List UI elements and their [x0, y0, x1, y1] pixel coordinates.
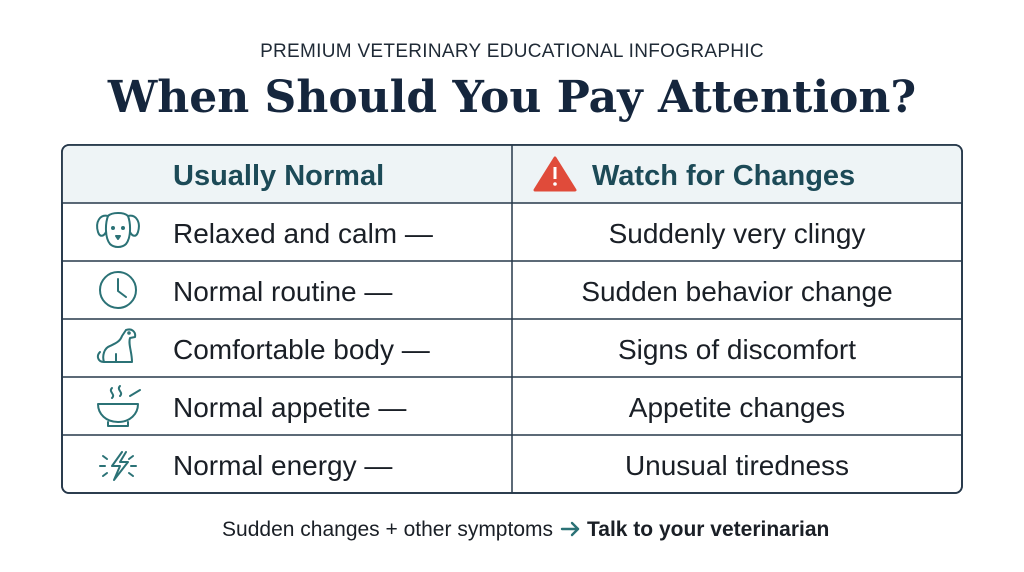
- footer-action: Talk to your veterinarian: [587, 518, 829, 541]
- change-cell: Sudden behavior change: [581, 276, 892, 307]
- change-cell: Suddenly very clingy: [609, 218, 866, 249]
- normal-cell: Normal appetite —: [173, 392, 406, 423]
- clock-icon: [99, 271, 137, 309]
- normal-cell: Relaxed and calm —: [173, 218, 433, 249]
- normal-cell: Normal energy —: [173, 450, 392, 481]
- change-cell: Signs of discomfort: [618, 334, 856, 365]
- change-cell: Unusual tiredness: [625, 450, 849, 481]
- arrow-icon: [560, 521, 580, 537]
- kicker: PREMIUM VETERINARY EDUCATIONAL INFOGRAPH…: [260, 41, 764, 62]
- dog-face-icon: [96, 212, 140, 248]
- column-header: Watch for Changes: [592, 160, 855, 192]
- sitting-dog-icon: [96, 328, 137, 363]
- table: Usually Normal Watch for Changes: [61, 144, 963, 494]
- footer-condition: Sudden changes + other symptoms: [222, 518, 553, 541]
- change-cell: Appetite changes: [629, 392, 845, 423]
- food-bowl-icon: [97, 385, 141, 427]
- normal-cell: Comfortable body —: [173, 334, 430, 365]
- energy-icon: [99, 451, 137, 481]
- column-header: Usually Normal: [173, 160, 384, 192]
- normal-cell: Normal routine —: [173, 276, 392, 307]
- title: When Should You Pay Attention?: [107, 72, 916, 123]
- warning-icon: [533, 156, 577, 192]
